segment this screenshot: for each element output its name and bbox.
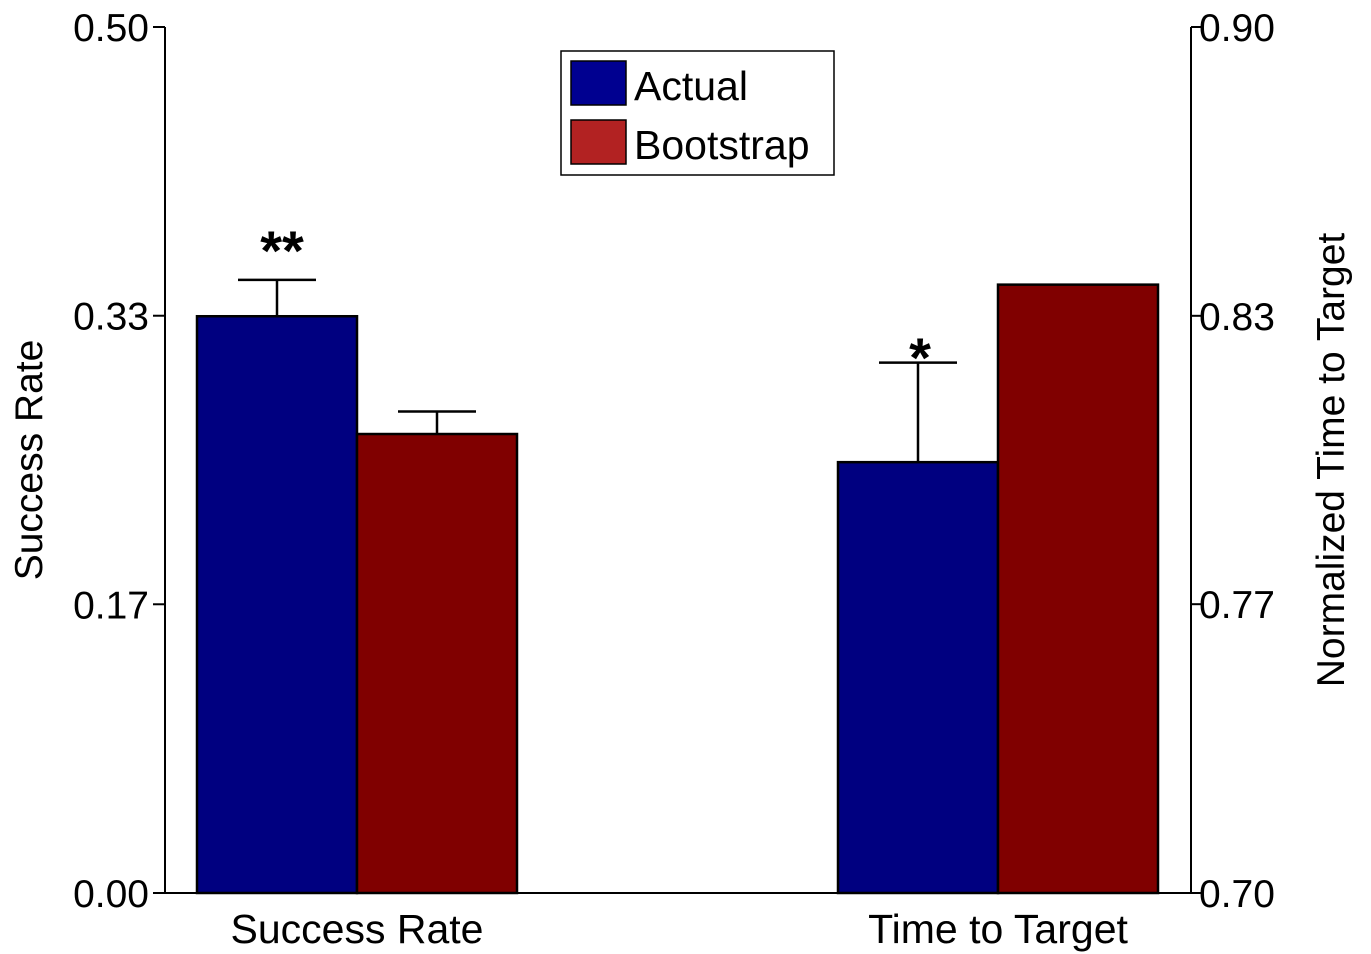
legend-label-bootstrap: Bootstrap: [634, 122, 810, 168]
legend: Actual Bootstrap: [560, 50, 835, 176]
significance-mark-success-rate: **: [260, 219, 304, 282]
category-label-time-to-target: Time to Target: [868, 906, 1128, 952]
right-axis-title: Normalized Time to Target: [1310, 233, 1353, 688]
legend-swatch-bootstrap: [570, 119, 627, 165]
bar-bootstrap-success-rate: [355, 432, 519, 895]
legend-label-actual: Actual: [634, 63, 748, 109]
error-bars-layer: [238, 278, 957, 463]
right-tick-label: 0.70: [1199, 873, 1275, 916]
right-tick-label: 0.90: [1199, 7, 1275, 50]
significance-mark-time-to-target: *: [909, 326, 931, 389]
left-ticks: 0.00 0.17 0.33 0.50: [73, 7, 165, 916]
right-tick-label: 0.83: [1199, 296, 1275, 339]
category-label-success-rate: Success Rate: [231, 906, 484, 952]
left-axis-title: Success Rate: [8, 340, 51, 581]
right-ticks: 0.70 0.77 0.83 0.90: [1191, 7, 1275, 916]
right-tick-label: 0.77: [1199, 584, 1275, 627]
legend-swatch-actual: [570, 60, 627, 106]
left-tick-label: 0.33: [73, 296, 149, 339]
left-tick-label: 0.50: [73, 7, 149, 50]
bar-bootstrap-time-to-target: [996, 283, 1160, 895]
bar-actual-time-to-target: [836, 460, 1000, 895]
bar-actual-success-rate: [195, 314, 359, 895]
left-tick-label: 0.17: [73, 584, 149, 627]
bars-layer: [195, 283, 1160, 895]
left-tick-label: 0.00: [73, 873, 149, 916]
